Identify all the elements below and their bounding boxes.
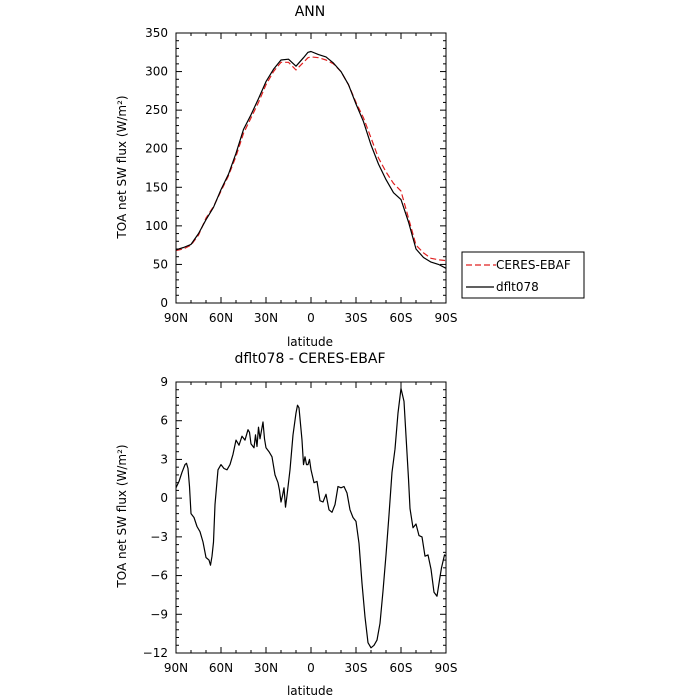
panel-annual-flux: ANN TOA net SW flux (W/m²) latitude 0 50 1… [115, 4, 457, 349]
x-tick-label: 30N [254, 661, 278, 675]
panel-title: ANN [295, 4, 326, 20]
x-tick-label: 0 [307, 661, 315, 675]
series-line-difference [175, 387, 447, 649]
x-tick-label: 30N [254, 311, 278, 325]
legend-label-ceres: CERES-EBAF [496, 258, 571, 272]
panel-difference: dflt078 - CERES-EBAF TOA net SW flux (W/… [115, 351, 457, 698]
y-tick-label: 0 [160, 296, 168, 310]
y-tick-label: 9 [160, 375, 168, 389]
x-tick-label: 0 [307, 311, 315, 325]
series-line-ceres-ebaf [175, 56, 447, 262]
x-tick-label: 60N [209, 311, 233, 325]
x-axis-label: latitude [287, 335, 333, 349]
y-tick-label: −6 [150, 569, 168, 583]
y-tick-label: 50 [153, 257, 168, 271]
x-tick-label: 30S [345, 311, 368, 325]
y-tick-label: 250 [145, 103, 168, 117]
legend-label-model: dflt078 [496, 280, 539, 294]
y-tick-label: 3 [160, 452, 168, 466]
y-tick-label: 350 [145, 26, 168, 40]
y-tick-label: 100 [145, 219, 168, 233]
x-tick-label: 30S [345, 661, 368, 675]
x-tick-label: 60S [390, 311, 413, 325]
x-tick-label: 60N [209, 661, 233, 675]
x-tick-label: 90S [435, 661, 458, 675]
x-tick-label: 90S [435, 311, 458, 325]
y-tick-label: 0 [160, 491, 168, 505]
y-tick-label: 150 [145, 180, 168, 194]
y-tick-label: −3 [150, 530, 168, 544]
x-tick-label: 90N [164, 661, 188, 675]
series-line-dflt078 [175, 50, 447, 269]
y-tick-label: −9 [150, 607, 168, 621]
legend-box [461, 251, 585, 299]
x-axis-label: latitude [287, 684, 333, 698]
y-tick-label: 300 [145, 65, 168, 79]
y-tick-label: 200 [145, 142, 168, 156]
y-axis-label: TOA net SW flux (W/m²) [115, 95, 129, 239]
x-tick-label: 90N [164, 311, 188, 325]
y-tick-label: −12 [143, 646, 168, 660]
plot-frame [175, 32, 447, 304]
legend: CERES-EBAF dflt078 [461, 251, 585, 299]
x-tick-label: 60S [390, 661, 413, 675]
panel-title: dflt078 - CERES-EBAF [234, 351, 385, 367]
y-axis-label: TOA net SW flux (W/m²) [115, 444, 129, 588]
y-tick-label: 6 [160, 414, 168, 428]
